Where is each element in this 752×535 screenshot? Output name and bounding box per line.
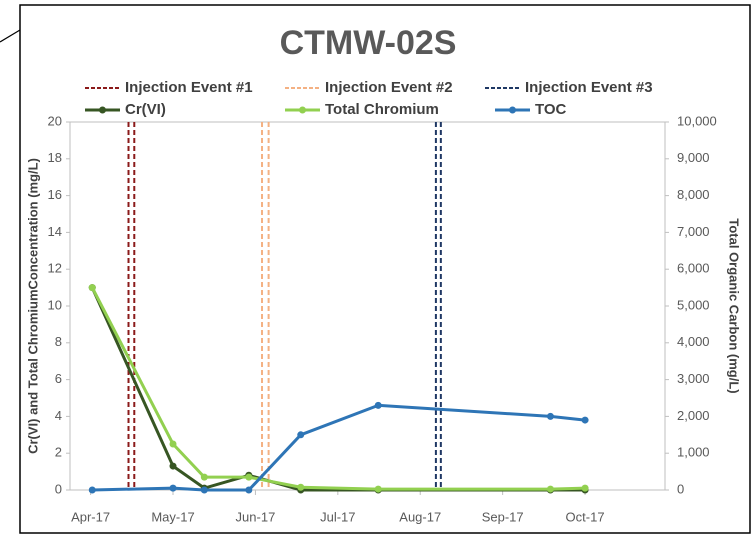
legend-label: Injection Event #3: [525, 79, 653, 96]
y-tick-label: 20: [48, 113, 62, 128]
y2-tick-label: 6,000: [677, 261, 710, 276]
y-tick-label: 0: [55, 481, 62, 496]
legend-label: TOC: [535, 101, 567, 118]
chart-border: [19, 4, 751, 534]
y-tick-label: 16: [48, 187, 62, 202]
y2-axis-label: Total Organic Carbon (mg/L): [727, 218, 742, 393]
series-line: [90, 286, 586, 491]
series-point: [546, 412, 554, 420]
x-tick-label: Jun-17: [236, 509, 276, 524]
y2-tick-label: 10,000: [677, 113, 717, 128]
y-tick-label: 4: [55, 408, 62, 423]
y-tick-label: 2: [55, 445, 62, 460]
series-point: [88, 486, 96, 494]
series-point: [169, 440, 177, 448]
y2-tick-label: 3,000: [677, 371, 710, 386]
series-line: [92, 403, 586, 492]
y2-tick-label: 1,000: [677, 445, 710, 460]
series-point: [374, 401, 382, 409]
x-tick-label: Oct-17: [566, 509, 605, 524]
x-tick-label: May-17: [151, 509, 194, 524]
legend-marker: [509, 106, 516, 114]
series-point: [245, 473, 253, 481]
legend-label: Total Chromium: [325, 101, 439, 118]
y2-tick-label: 8,000: [677, 187, 710, 202]
series-point: [200, 486, 208, 494]
series-point: [88, 284, 96, 292]
y-tick-label: 10: [48, 297, 62, 312]
legend-label: Injection Event #2: [325, 79, 453, 96]
y2-tick-label: 2,000: [677, 408, 710, 423]
y2-tick-label: 7,000: [677, 224, 710, 239]
series-point: [581, 484, 589, 492]
x-tick-label: Sep-17: [482, 509, 524, 524]
y2-tick-label: 9,000: [677, 150, 710, 165]
series-point: [581, 416, 589, 424]
x-tick-label: Apr-17: [71, 509, 110, 524]
y-axis-label: Cr(VI) and Total ChromiumConcentration (…: [25, 158, 40, 454]
series-point: [297, 431, 305, 439]
legend-label: Cr(VI): [125, 101, 166, 118]
legend-marker: [299, 106, 306, 114]
y2-tick-label: 0: [677, 481, 684, 496]
chart-title: CTMW-02S: [280, 24, 457, 62]
series-point: [374, 485, 382, 493]
y-tick-label: 14: [48, 224, 62, 239]
series-point: [200, 473, 208, 481]
series-point: [245, 486, 253, 494]
y-tick-label: 18: [48, 150, 62, 165]
y2-tick-label: 4,000: [677, 334, 710, 349]
series-point: [169, 462, 177, 470]
series-point: [169, 484, 177, 492]
x-tick-label: Jul-17: [320, 509, 355, 524]
y-tick-label: 12: [48, 261, 62, 276]
legend-marker: [99, 106, 106, 114]
callout-line: [0, 29, 21, 43]
y-tick-label: 6: [55, 371, 62, 386]
y2-tick-label: 5,000: [677, 297, 710, 312]
legend-label: Injection Event #1: [125, 79, 253, 96]
y-tick-label: 8: [55, 334, 62, 349]
series-point: [546, 485, 554, 493]
series-point: [297, 483, 305, 491]
x-tick-label: Aug-17: [399, 509, 441, 524]
